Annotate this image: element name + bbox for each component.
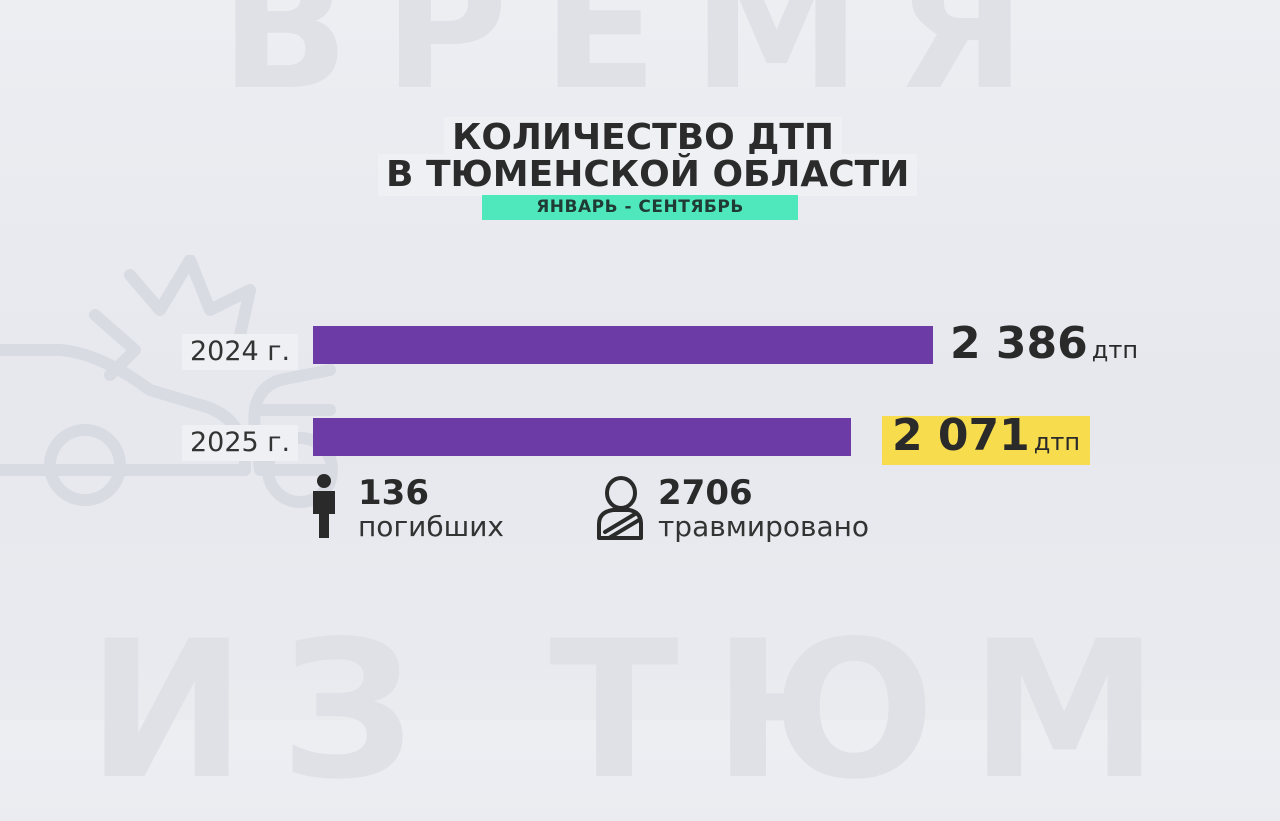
value-number-2025: 2 071 xyxy=(892,410,1030,461)
period-subtitle: ЯНВАРЬ - СЕНТЯБРЬ xyxy=(482,195,798,220)
category-label-2024: 2024 г. xyxy=(182,334,299,370)
bar-2024 xyxy=(313,326,933,364)
value-number-2024: 2 386 xyxy=(950,318,1088,369)
value-unit-2025: дтп xyxy=(1033,428,1081,456)
category-label-2025: 2025 г. xyxy=(182,425,299,461)
injured-person-icon xyxy=(597,476,643,540)
value-label-2024: 2 386 дтп xyxy=(950,320,1138,377)
bar-2025 xyxy=(313,418,851,456)
value-label-2025: 2 071 дтп xyxy=(882,414,1091,465)
value-unit-2024: дтп xyxy=(1091,336,1139,364)
background-watermark-top: ВРЕМЯ xyxy=(219,0,1061,128)
chart-title-line-1: КОЛИЧЕСТВО ДТП xyxy=(444,117,843,159)
deaths-count: 136 xyxy=(358,473,429,513)
chart-title-line-2: В ТЮМЕНСКОЙ ОБЛАСТИ xyxy=(378,154,918,196)
background-watermark-bottom: ИЗ ТЮМ xyxy=(87,600,1193,821)
person-icon xyxy=(313,474,335,538)
injured-label: травмировано xyxy=(658,510,870,543)
injured-count: 2706 xyxy=(658,473,753,513)
deaths-label: погибших xyxy=(358,510,505,543)
